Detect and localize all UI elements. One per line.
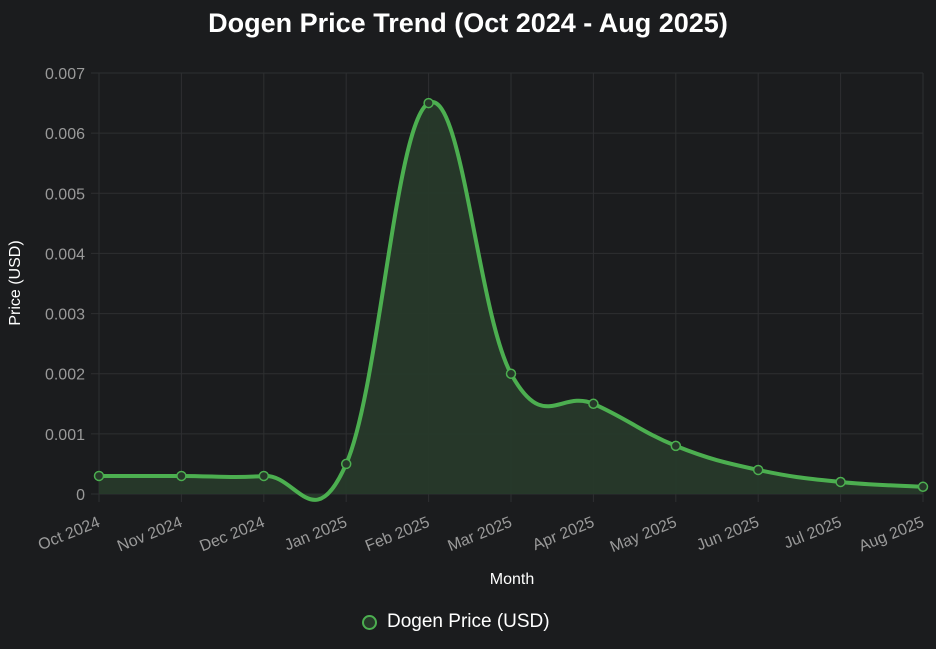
y-tick-label: 0.001 (45, 427, 85, 444)
x-tick-label: Apr 2025 (530, 514, 597, 554)
data-point (588, 398, 599, 410)
legend-marker-icon (362, 614, 377, 630)
x-tick-label: May 2025 (608, 514, 680, 556)
x-tick-label: Mar 2025 (445, 514, 514, 555)
x-tick-label: Jan 2025 (282, 514, 350, 554)
data-point (505, 368, 517, 379)
data-point (93, 470, 105, 482)
y-tick-label: 0.005 (45, 186, 85, 203)
data-point (670, 440, 682, 452)
x-tick-label: Feb 2025 (363, 514, 432, 555)
chart-title: Dogen Price Trend (Oct 2024 - Aug 2025) (208, 8, 728, 38)
data-point (258, 470, 270, 482)
x-tick-label: Jul 2025 (782, 514, 845, 552)
legend[interactable]: Dogen Price (USD) (362, 611, 550, 633)
y-tick-label: 0.006 (45, 126, 85, 143)
x-axis-label: Month (489, 571, 535, 588)
data-point (423, 97, 434, 109)
x-tick-label: Nov 2024 (115, 514, 185, 555)
y-tick-label: 0.002 (45, 367, 85, 384)
area-fill (99, 102, 923, 500)
data-point (340, 458, 352, 470)
y-tick-label: 0.007 (45, 66, 85, 83)
x-tick-label: Aug 2025 (857, 514, 927, 555)
data-point (752, 464, 764, 476)
y-tick-label: 0.004 (45, 246, 85, 263)
y-axis-label: Price (USD) (7, 240, 24, 326)
data-point (835, 476, 846, 488)
x-tick-label: Dec 2024 (197, 514, 267, 555)
data-point (917, 481, 929, 493)
data-point (176, 470, 187, 482)
legend-label: Dogen Price (USD) (387, 611, 550, 632)
x-tick-label: Jun 2025 (694, 514, 762, 554)
y-tick-label: 0.003 (45, 307, 85, 324)
y-tick-label: 0 (76, 487, 85, 504)
x-tick-label: Oct 2024 (36, 514, 103, 554)
